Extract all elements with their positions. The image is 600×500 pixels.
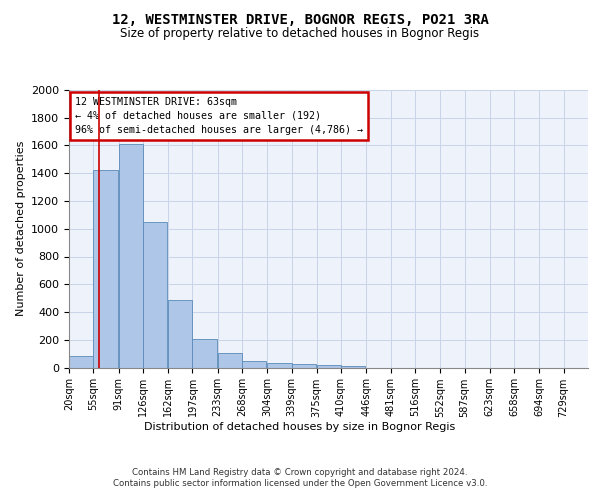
- Text: 12 WESTMINSTER DRIVE: 63sqm
← 4% of detached houses are smaller (192)
96% of sem: 12 WESTMINSTER DRIVE: 63sqm ← 4% of deta…: [75, 97, 363, 135]
- Bar: [168, 300, 193, 368]
- Bar: [317, 365, 341, 368]
- Bar: [119, 144, 143, 368]
- Bar: [242, 360, 266, 368]
- Bar: [341, 366, 365, 368]
- Text: Size of property relative to detached houses in Bognor Regis: Size of property relative to detached ho…: [121, 28, 479, 40]
- Text: Distribution of detached houses by size in Bognor Regis: Distribution of detached houses by size …: [145, 422, 455, 432]
- Text: 12, WESTMINSTER DRIVE, BOGNOR REGIS, PO21 3RA: 12, WESTMINSTER DRIVE, BOGNOR REGIS, PO2…: [112, 12, 488, 26]
- Bar: [143, 222, 167, 368]
- Bar: [218, 353, 242, 368]
- Bar: [292, 364, 316, 368]
- Bar: [94, 170, 118, 368]
- Bar: [267, 362, 292, 368]
- Bar: [69, 356, 94, 368]
- Bar: [193, 339, 217, 368]
- Y-axis label: Number of detached properties: Number of detached properties: [16, 141, 26, 316]
- Text: Contains HM Land Registry data © Crown copyright and database right 2024.
Contai: Contains HM Land Registry data © Crown c…: [113, 468, 487, 487]
